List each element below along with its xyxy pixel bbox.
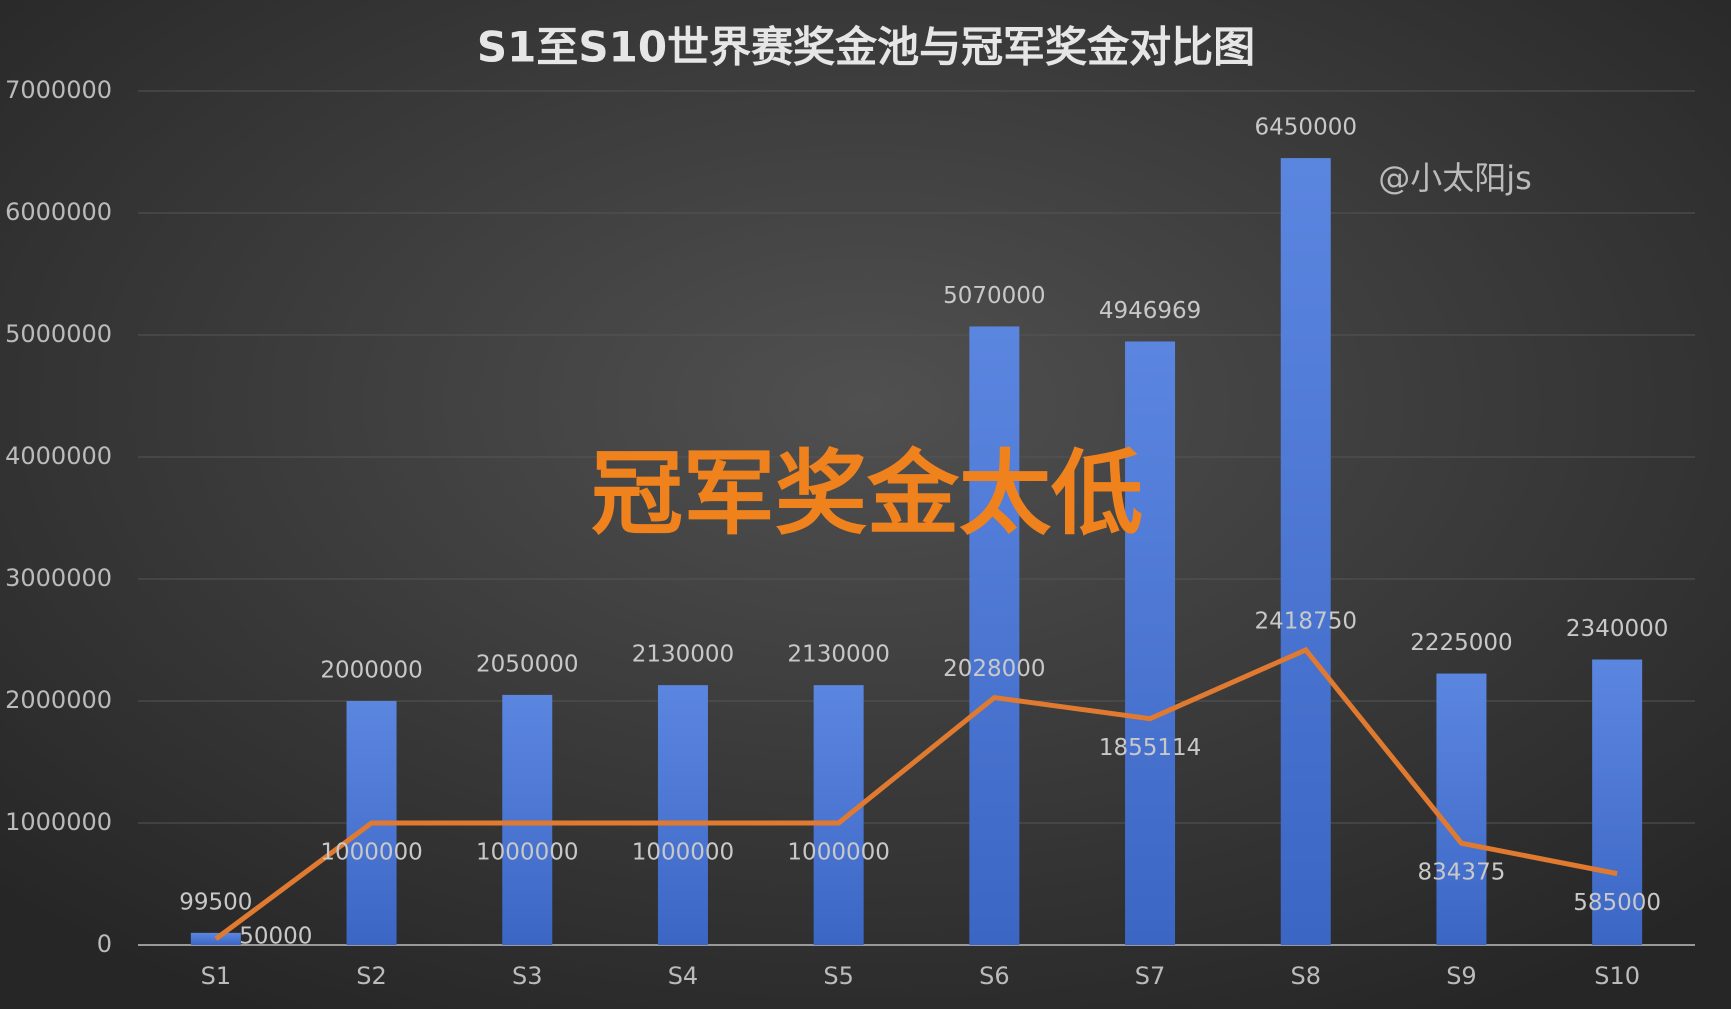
y-tick-label: 0 [97, 930, 112, 958]
bar [969, 326, 1020, 946]
value-label: 6450000 [1255, 115, 1357, 141]
x-tick-label: S6 [979, 962, 1010, 990]
y-tick-label: 4000000 [5, 442, 112, 470]
annotation: 冠军奖金太低 [591, 440, 1143, 547]
value-label: 1000000 [320, 840, 422, 866]
x-tick-label: S3 [512, 962, 543, 990]
y-tick-label: 2000000 [5, 686, 112, 714]
value-label: 99500 [179, 889, 252, 915]
value-label: 1855114 [1099, 735, 1201, 761]
value-label: 1000000 [632, 840, 734, 866]
value-label: 50000 [239, 923, 312, 949]
y-tick-label: 7000000 [5, 76, 112, 104]
value-label: 2130000 [632, 642, 734, 668]
value-label: 585000 [1573, 890, 1661, 916]
chart-title: S1至S10世界赛奖金池与冠军奖金对比图 [477, 23, 1255, 72]
y-tick-label: 1000000 [5, 808, 112, 836]
bar [502, 694, 553, 945]
x-tick-label: S8 [1290, 962, 1321, 990]
bar [190, 932, 241, 945]
value-label: 2050000 [476, 651, 578, 677]
x-tick-label: S1 [201, 962, 232, 990]
bar [1436, 673, 1487, 945]
x-tick-label: S10 [1594, 962, 1640, 990]
value-label: 2225000 [1410, 630, 1512, 656]
value-label: 2340000 [1566, 616, 1668, 642]
line [214, 646, 1618, 941]
value-label: 2028000 [943, 656, 1045, 682]
value-label: 2000000 [320, 658, 422, 684]
value-label: 4946969 [1099, 298, 1201, 324]
y-tick-label: 6000000 [5, 198, 112, 226]
value-label: 1000000 [476, 840, 578, 866]
value-label: 2418750 [1255, 608, 1357, 634]
value-label: 834375 [1418, 860, 1506, 886]
x-tick-label: S5 [823, 962, 854, 990]
bar [1125, 341, 1176, 945]
bar [1280, 158, 1331, 946]
bar [657, 685, 708, 945]
bar [813, 685, 864, 945]
x-tick-label: S4 [668, 962, 699, 990]
watermark: @小太阳js [1378, 159, 1532, 197]
x-tick-label: S2 [356, 962, 387, 990]
value-label: 5070000 [943, 283, 1045, 309]
value-label: 1000000 [787, 840, 889, 866]
bar [1592, 659, 1643, 945]
y-tick-label: 5000000 [5, 320, 112, 348]
value-label: 2130000 [787, 642, 889, 668]
x-tick-label: S9 [1446, 962, 1477, 990]
y-tick-label: 3000000 [5, 564, 112, 592]
x-tick-label: S7 [1135, 962, 1166, 990]
